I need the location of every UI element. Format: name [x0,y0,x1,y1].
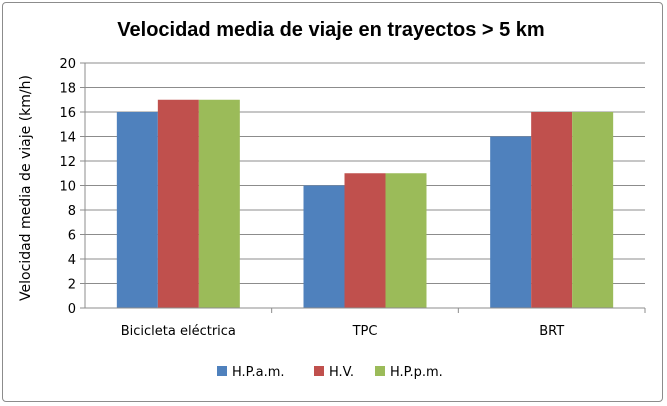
bar [116,112,158,308]
bar [157,99,199,308]
y-tick-label: 4 [68,253,76,268]
x-tick-label: BRT [539,324,564,339]
y-tick-label: 12 [59,155,76,170]
y-axis-ticks: 0 2 4 6 8 10 12 14 16 18 20 [59,57,85,317]
bar [572,112,614,308]
bar [385,173,427,308]
y-tick-label: 18 [59,82,76,97]
legend-label: H.P.a.m. [232,365,285,380]
bar [198,99,240,308]
legend-swatch [217,366,227,376]
chart-title: Velocidad media de viaje en trayectos > … [117,19,544,41]
x-axis-labels: Bicicleta eléctrica TPC BRT [121,324,564,339]
y-tick-label: 16 [59,106,76,121]
y-tick-label: 0 [68,302,76,317]
axes [84,63,646,313]
y-axis-label: Velocidad media de viaje (km/h) [18,75,34,301]
x-tick-label: Bicicleta eléctrica [121,324,236,339]
y-tick-label: 6 [68,229,76,244]
y-tick-label: 2 [68,278,76,293]
bar [531,112,573,308]
legend-swatch [375,366,385,376]
legend: H.P.a.m. H.V. H.P.p.m. [217,365,443,380]
x-tick-label: TPC [352,324,378,339]
bar [344,173,386,308]
y-tick-label: 10 [59,180,76,195]
y-tick-label: 14 [59,131,76,146]
y-tick-label: 8 [68,204,76,219]
legend-label: H.P.p.m. [390,365,443,380]
bar [303,185,345,308]
legend-label: H.V. [329,365,354,380]
bars [116,99,614,308]
y-tick-label: 20 [59,57,76,72]
bar [490,136,532,308]
legend-swatch [314,366,324,376]
